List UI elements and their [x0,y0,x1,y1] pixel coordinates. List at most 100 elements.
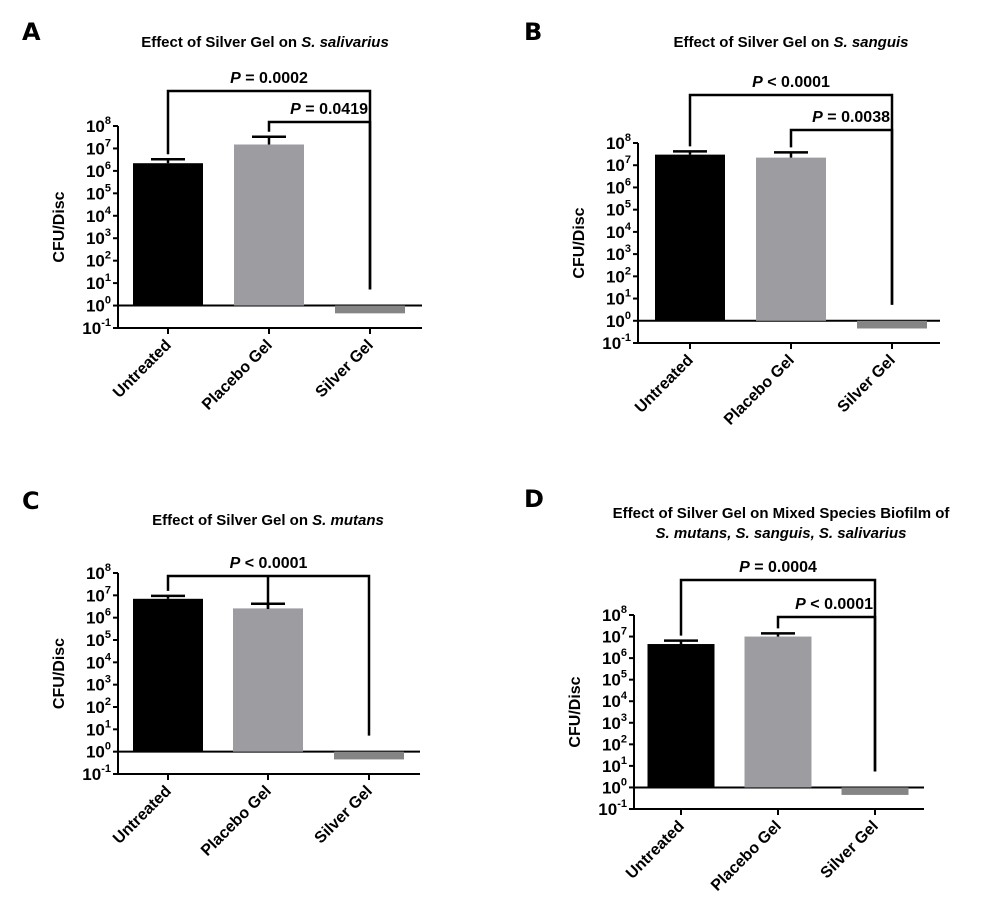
x-tick-label: Untreated [623,818,688,883]
tick-base: 10 [86,117,105,136]
x-tick-label: Silver Gel [818,818,882,882]
tick-exponent: 4 [625,221,632,233]
p-symbol: P [795,596,806,613]
title-text: Effect of Silver Gel on [141,34,301,51]
panel-letter: D [524,485,544,513]
bar-untreated [647,644,715,788]
title-species: S. salivarius [301,34,389,51]
y-tick-label: 10-1 [82,317,111,338]
y-tick-label: 104 [606,221,632,242]
title-species: S. mutans, S. sanguis, S. salivarius [656,525,907,542]
p-symbol: P [752,74,763,91]
tick-base: 10 [82,765,101,784]
p-value-label: P = 0.0004 [739,559,817,576]
bar-placebo-gel [756,157,826,321]
tick-exponent: 3 [105,227,111,239]
p-value: = 0.0038 [823,109,890,126]
bar-silver-gel [334,751,404,760]
tick-exponent: 7 [621,626,627,638]
tick-base: 10 [86,720,105,739]
p-value: = 0.0419 [301,101,368,118]
x-tick-label: Untreated [110,783,175,848]
y-tick-label: 102 [86,696,111,717]
tick-base: 10 [602,628,621,647]
tick-base: 10 [86,631,105,650]
y-tick-label: 106 [86,607,111,628]
significance-bracket [789,128,894,305]
tick-exponent: 1 [625,288,631,300]
tick-base: 10 [606,178,625,197]
x-tick-label: Placebo Gel [199,337,276,414]
tick-base: 10 [602,757,621,776]
title-text: Effect of Silver Gel on [152,512,312,529]
tick-exponent: 8 [621,604,627,616]
y-tick-label: 105 [86,182,111,203]
tick-exponent: 6 [105,160,111,172]
title-species: S. mutans [312,512,384,529]
bar-placebo-gel [233,608,303,752]
chart-title: Effect of Silver Gel on S. salivarius [141,34,389,51]
p-value: < 0.0001 [806,596,873,613]
p-value: < 0.0001 [763,74,830,91]
tick-exponent: 0 [105,295,111,307]
tick-base: 10 [606,201,625,220]
bar-untreated [133,598,203,752]
y-tick-label: 103 [602,712,627,733]
x-tick-label: Silver Gel [313,337,377,401]
y-axis-title: CFU/Disc [51,191,68,262]
y-tick-label: 104 [86,205,112,226]
y-tick-label: 101 [86,718,111,739]
p-symbol: P [739,559,750,576]
p-value-label: P = 0.0038 [812,109,890,126]
tick-base: 10 [602,649,621,668]
tick-exponent: 0 [621,776,627,788]
tick-base: 10 [602,692,621,711]
tick-base: 10 [606,290,625,309]
tick-base: 10 [82,319,101,338]
tick-exponent: 6 [625,176,631,188]
tick-base: 10 [606,312,625,331]
bar-untreated [133,163,203,306]
y-tick-label: 102 [602,733,627,754]
y-tick-label: 107 [86,584,111,605]
tick-base: 10 [602,671,621,690]
x-tick-label: Placebo Gel [721,352,798,429]
tick-exponent: -1 [101,317,111,329]
p-symbol: P [230,555,241,572]
tick-base: 10 [602,778,621,797]
tick-exponent: 4 [105,205,112,217]
significance-bracket [776,615,877,772]
bar-placebo-gel [234,144,304,306]
panel-letter: A [22,18,41,46]
tick-base: 10 [86,653,105,672]
p-symbol: P [290,101,301,118]
y-axis-title: CFU/Disc [51,638,68,709]
tick-exponent: 1 [105,718,111,730]
y-axis-title: CFU/Disc [571,207,588,278]
tick-exponent: 4 [621,690,628,702]
tick-base: 10 [86,609,105,628]
x-tick-label: Untreated [632,352,697,417]
y-tick-label: 101 [606,288,631,309]
significance-bracket [267,120,372,290]
tick-exponent: 5 [621,669,627,681]
tick-exponent: 3 [105,674,111,686]
y-tick-label: 102 [86,250,111,271]
tick-exponent: 1 [621,755,627,767]
y-tick-label: 10-1 [82,763,111,784]
tick-base: 10 [602,334,621,353]
p-value-label: P = 0.0419 [290,101,368,118]
tick-exponent: -1 [101,763,111,775]
panel-a: A Effect of Silver Gel on S. salivarius10… [22,18,422,414]
tick-base: 10 [86,698,105,717]
tick-exponent: 1 [105,272,111,284]
p-value-label: P < 0.0001 [230,555,308,572]
tick-exponent: 6 [621,647,627,659]
p-value-label: P < 0.0001 [752,74,830,91]
y-tick-label: 107 [602,626,627,647]
chart-title-line2: S. mutans, S. sanguis, S. salivarius [656,525,907,542]
y-tick-label: 100 [86,741,111,762]
bar-placebo-gel [744,636,812,788]
tick-base: 10 [606,267,625,286]
tick-exponent: -1 [621,332,631,344]
